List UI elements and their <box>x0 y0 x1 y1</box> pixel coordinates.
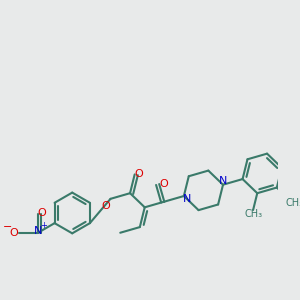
Text: N: N <box>219 176 227 186</box>
Text: O: O <box>160 179 168 189</box>
Text: −: − <box>3 222 12 232</box>
Text: O: O <box>101 201 110 211</box>
Text: CH₃: CH₃ <box>245 209 263 220</box>
Text: O: O <box>134 169 143 179</box>
Text: N: N <box>182 194 191 204</box>
Text: O: O <box>37 208 46 218</box>
Text: CH₃: CH₃ <box>285 198 300 208</box>
Text: O: O <box>10 228 18 238</box>
Text: +: + <box>40 221 47 230</box>
Text: N: N <box>34 226 42 236</box>
